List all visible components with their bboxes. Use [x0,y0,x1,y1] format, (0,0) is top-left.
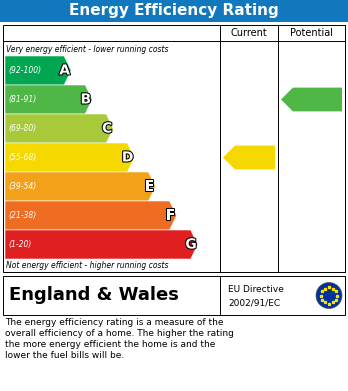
Text: G: G [185,237,197,251]
Text: Not energy efficient - higher running costs: Not energy efficient - higher running co… [6,260,168,269]
Text: Potential: Potential [290,28,333,38]
Text: EU Directive: EU Directive [228,285,284,294]
Text: (69-80): (69-80) [8,124,36,133]
Polygon shape [5,85,92,114]
Text: B: B [80,93,91,106]
Text: Energy Efficiency Rating: Energy Efficiency Rating [69,4,279,18]
Text: overall efficiency of a home. The higher the rating: overall efficiency of a home. The higher… [5,329,234,338]
Circle shape [316,283,342,308]
Text: Current: Current [231,28,267,38]
Polygon shape [5,201,176,230]
Polygon shape [5,143,134,172]
Text: England & Wales: England & Wales [9,287,179,305]
Text: (92-100): (92-100) [8,66,41,75]
Text: A: A [59,63,70,77]
Bar [3,25,345,272]
Text: 60: 60 [246,151,264,164]
Polygon shape [5,114,113,143]
Text: 2002/91/EC: 2002/91/EC [228,298,280,307]
Text: C: C [102,122,112,136]
Text: (55-68): (55-68) [8,153,36,162]
Text: (81-91): (81-91) [8,95,36,104]
Bar [0,0,348,22]
Polygon shape [281,88,342,111]
Polygon shape [5,172,156,201]
Text: Very energy efficient - lower running costs: Very energy efficient - lower running co… [6,45,168,54]
Text: (21-38): (21-38) [8,211,36,220]
Text: D: D [122,151,133,165]
Text: (1-20): (1-20) [8,240,31,249]
Bar [3,276,345,315]
Text: F: F [166,208,176,222]
Polygon shape [5,56,71,85]
Polygon shape [223,145,275,169]
Text: The energy efficiency rating is a measure of the: The energy efficiency rating is a measur… [5,318,223,327]
Text: E: E [145,179,155,194]
Text: (39-54): (39-54) [8,182,36,191]
Text: 87: 87 [308,93,327,106]
Text: the more energy efficient the home is and the: the more energy efficient the home is an… [5,340,215,349]
Polygon shape [5,230,198,259]
Text: lower the fuel bills will be.: lower the fuel bills will be. [5,351,124,360]
